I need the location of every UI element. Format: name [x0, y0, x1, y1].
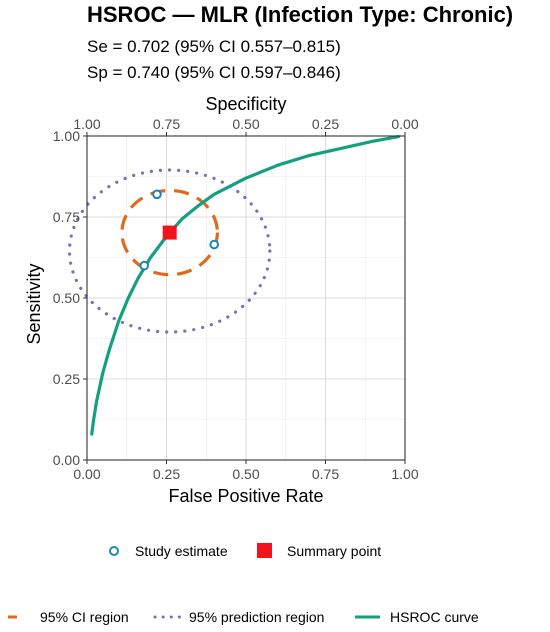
grid-lines [86, 135, 406, 461]
chart-subtitle-se: Se = 0.702 (95% CI 0.557–0.815) [87, 37, 341, 56]
y-tick-label: 1.00 [53, 128, 80, 144]
legend-hsroc-label: HSROC curve [390, 609, 479, 625]
top-x-tick-label: 0.00 [391, 116, 418, 132]
axis-ticks: 0.00 1.00 0.25 0.75 0.50 0.50 0.75 0.25 1.00 0.00… [53, 116, 419, 482]
legend-summary-label: Summary point [287, 543, 381, 559]
x-tick-label: 0.50 [232, 466, 259, 482]
legend-ci-label: 95% CI region [40, 609, 129, 625]
legend-study-marker [109, 546, 119, 556]
legend-row-2: 95% CI region 95% prediction region HSRO… [8, 609, 479, 625]
top-x-tick-label: 0.50 [232, 116, 259, 132]
summary-point [162, 225, 177, 240]
study-estimate-point [209, 239, 219, 250]
study-estimate-point [152, 189, 162, 200]
regions [67, 168, 272, 334]
x-tick-label: 0.00 [73, 466, 100, 482]
x-tick-label: 0.75 [312, 466, 339, 482]
prediction-region-ellipse [67, 168, 272, 334]
study-estimate-point [139, 260, 150, 271]
hsroc-curve [90, 135, 401, 436]
chart-title: HSROC — MLR (Infection Type: Chronic) [87, 2, 513, 27]
x-tick-label: 1.00 [391, 466, 418, 482]
y-axis-title: Sensitivity [24, 263, 44, 344]
y-tick-label: 0.75 [53, 209, 80, 225]
top-x-tick-label: 0.25 [312, 116, 339, 132]
top-x-tick-label: 0.75 [153, 116, 180, 132]
chart-subtitle-sp: Sp = 0.740 (95% CI 0.597–0.846) [87, 63, 341, 82]
x-tick-label: 0.25 [153, 466, 180, 482]
y-tick-label: 0.00 [53, 452, 80, 468]
legend-study-label: Study estimate [135, 543, 228, 559]
y-tick-label: 0.50 [53, 290, 80, 306]
top-x-axis-title: Specificity [205, 94, 286, 114]
ci-region-ellipse [120, 188, 219, 277]
x-axis-title: False Positive Rate [168, 486, 323, 506]
hsroc-curve-layer [90, 135, 401, 436]
legend-prediction-label: 95% prediction region [189, 609, 324, 625]
legend-row-1: Study estimate Summary point [109, 543, 381, 559]
legend-summary-marker [257, 543, 272, 558]
y-tick-label: 0.25 [53, 371, 80, 387]
points-layer [139, 189, 219, 271]
top-x-tick-label: 1.00 [73, 116, 100, 132]
